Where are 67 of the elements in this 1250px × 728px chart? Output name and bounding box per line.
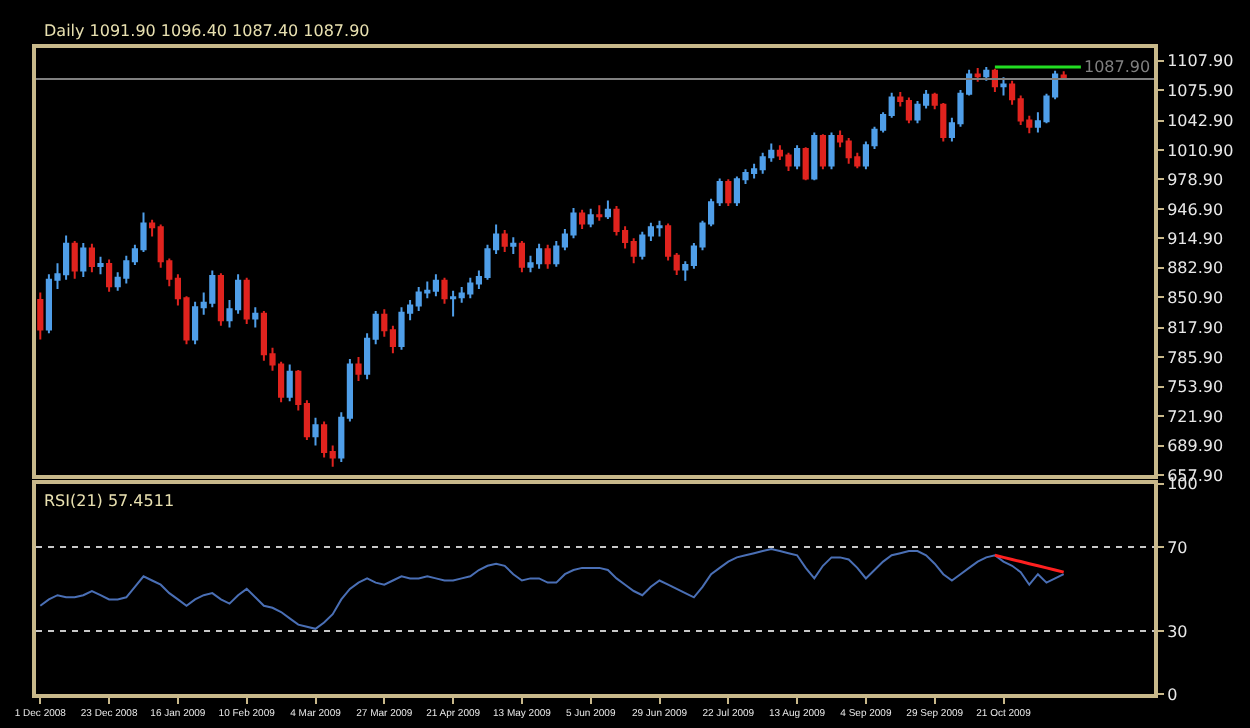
- y-tick-label: 753.90: [1167, 378, 1224, 397]
- candlestick: [794, 144, 801, 171]
- candlestick: [639, 230, 646, 261]
- candlestick: [544, 243, 551, 270]
- y-tick-label: 817.90: [1167, 319, 1224, 338]
- candlestick: [312, 416, 319, 447]
- candlestick: [510, 236, 517, 255]
- candlestick: [940, 101, 947, 143]
- candlestick: [450, 289, 457, 318]
- line-series: [39, 547, 1065, 630]
- candlestick: [905, 96, 912, 125]
- candlestick: [656, 219, 663, 238]
- candlestick: [579, 208, 586, 231]
- candlestick: [518, 240, 525, 274]
- candlestick: [1000, 76, 1007, 97]
- candlestick: [785, 151, 792, 173]
- candlestick: [71, 240, 78, 280]
- candlestick: [252, 306, 259, 329]
- y-tick-label: 946.90: [1167, 200, 1224, 219]
- candlestick: [37, 291, 44, 341]
- candlestick: [811, 131, 818, 182]
- line-series: [993, 553, 1066, 574]
- candlestick: [819, 133, 826, 171]
- candlestick: [355, 356, 362, 383]
- y-tick-label: 689.90: [1167, 437, 1224, 456]
- candlestick: [441, 276, 448, 305]
- candlestick: [596, 204, 603, 222]
- y-tick-label: 1075.90: [1167, 81, 1234, 100]
- candlestick: [106, 258, 113, 293]
- candlestick: [467, 276, 474, 300]
- candlestick: [802, 146, 809, 182]
- y-tick-label: 882.90: [1167, 259, 1224, 278]
- candlestick: [983, 66, 990, 82]
- candlestick: [286, 363, 293, 403]
- y-tick-label: 914.90: [1167, 229, 1224, 248]
- ref-line-label: 1087.90: [1084, 58, 1151, 76]
- candlestick: [432, 273, 439, 298]
- candlestick: [415, 286, 422, 313]
- candlestick: [80, 241, 87, 278]
- candlestick: [217, 272, 224, 327]
- candlestick: [88, 242, 95, 274]
- y-tick-label: 0: [1167, 685, 1178, 704]
- y-tick-label: 1107.90: [1167, 52, 1234, 71]
- candlestick: [97, 255, 104, 276]
- y-tick-label: 1042.90: [1167, 112, 1234, 131]
- chart-title: Daily 1091.90 1096.40 1087.40 1087.90: [44, 22, 370, 40]
- candlestick: [398, 306, 405, 351]
- y-tick-label: 850.90: [1167, 288, 1224, 307]
- candlestick: [192, 300, 199, 346]
- y-tick-label: 30: [1167, 622, 1188, 641]
- candlestick: [501, 228, 508, 254]
- y-tick-label: 978.90: [1167, 171, 1224, 190]
- candlestick: [974, 66, 981, 83]
- y-tick-label: 721.90: [1167, 407, 1224, 426]
- candlestick: [604, 199, 611, 220]
- candlestick: [828, 131, 835, 171]
- candlestick: [845, 136, 852, 165]
- text: RSI(21) 57.4511: [44, 492, 175, 510]
- candlestick: [209, 269, 216, 309]
- candlestick: [587, 207, 594, 229]
- candlestick: [321, 420, 328, 459]
- y-tick-label: 785.90: [1167, 348, 1224, 367]
- candlestick: [725, 178, 732, 208]
- y-tick-label: 1010.90: [1167, 141, 1234, 160]
- y-tick-label: 70: [1167, 538, 1188, 557]
- candlestick: [243, 276, 250, 325]
- candlestick: [759, 151, 766, 175]
